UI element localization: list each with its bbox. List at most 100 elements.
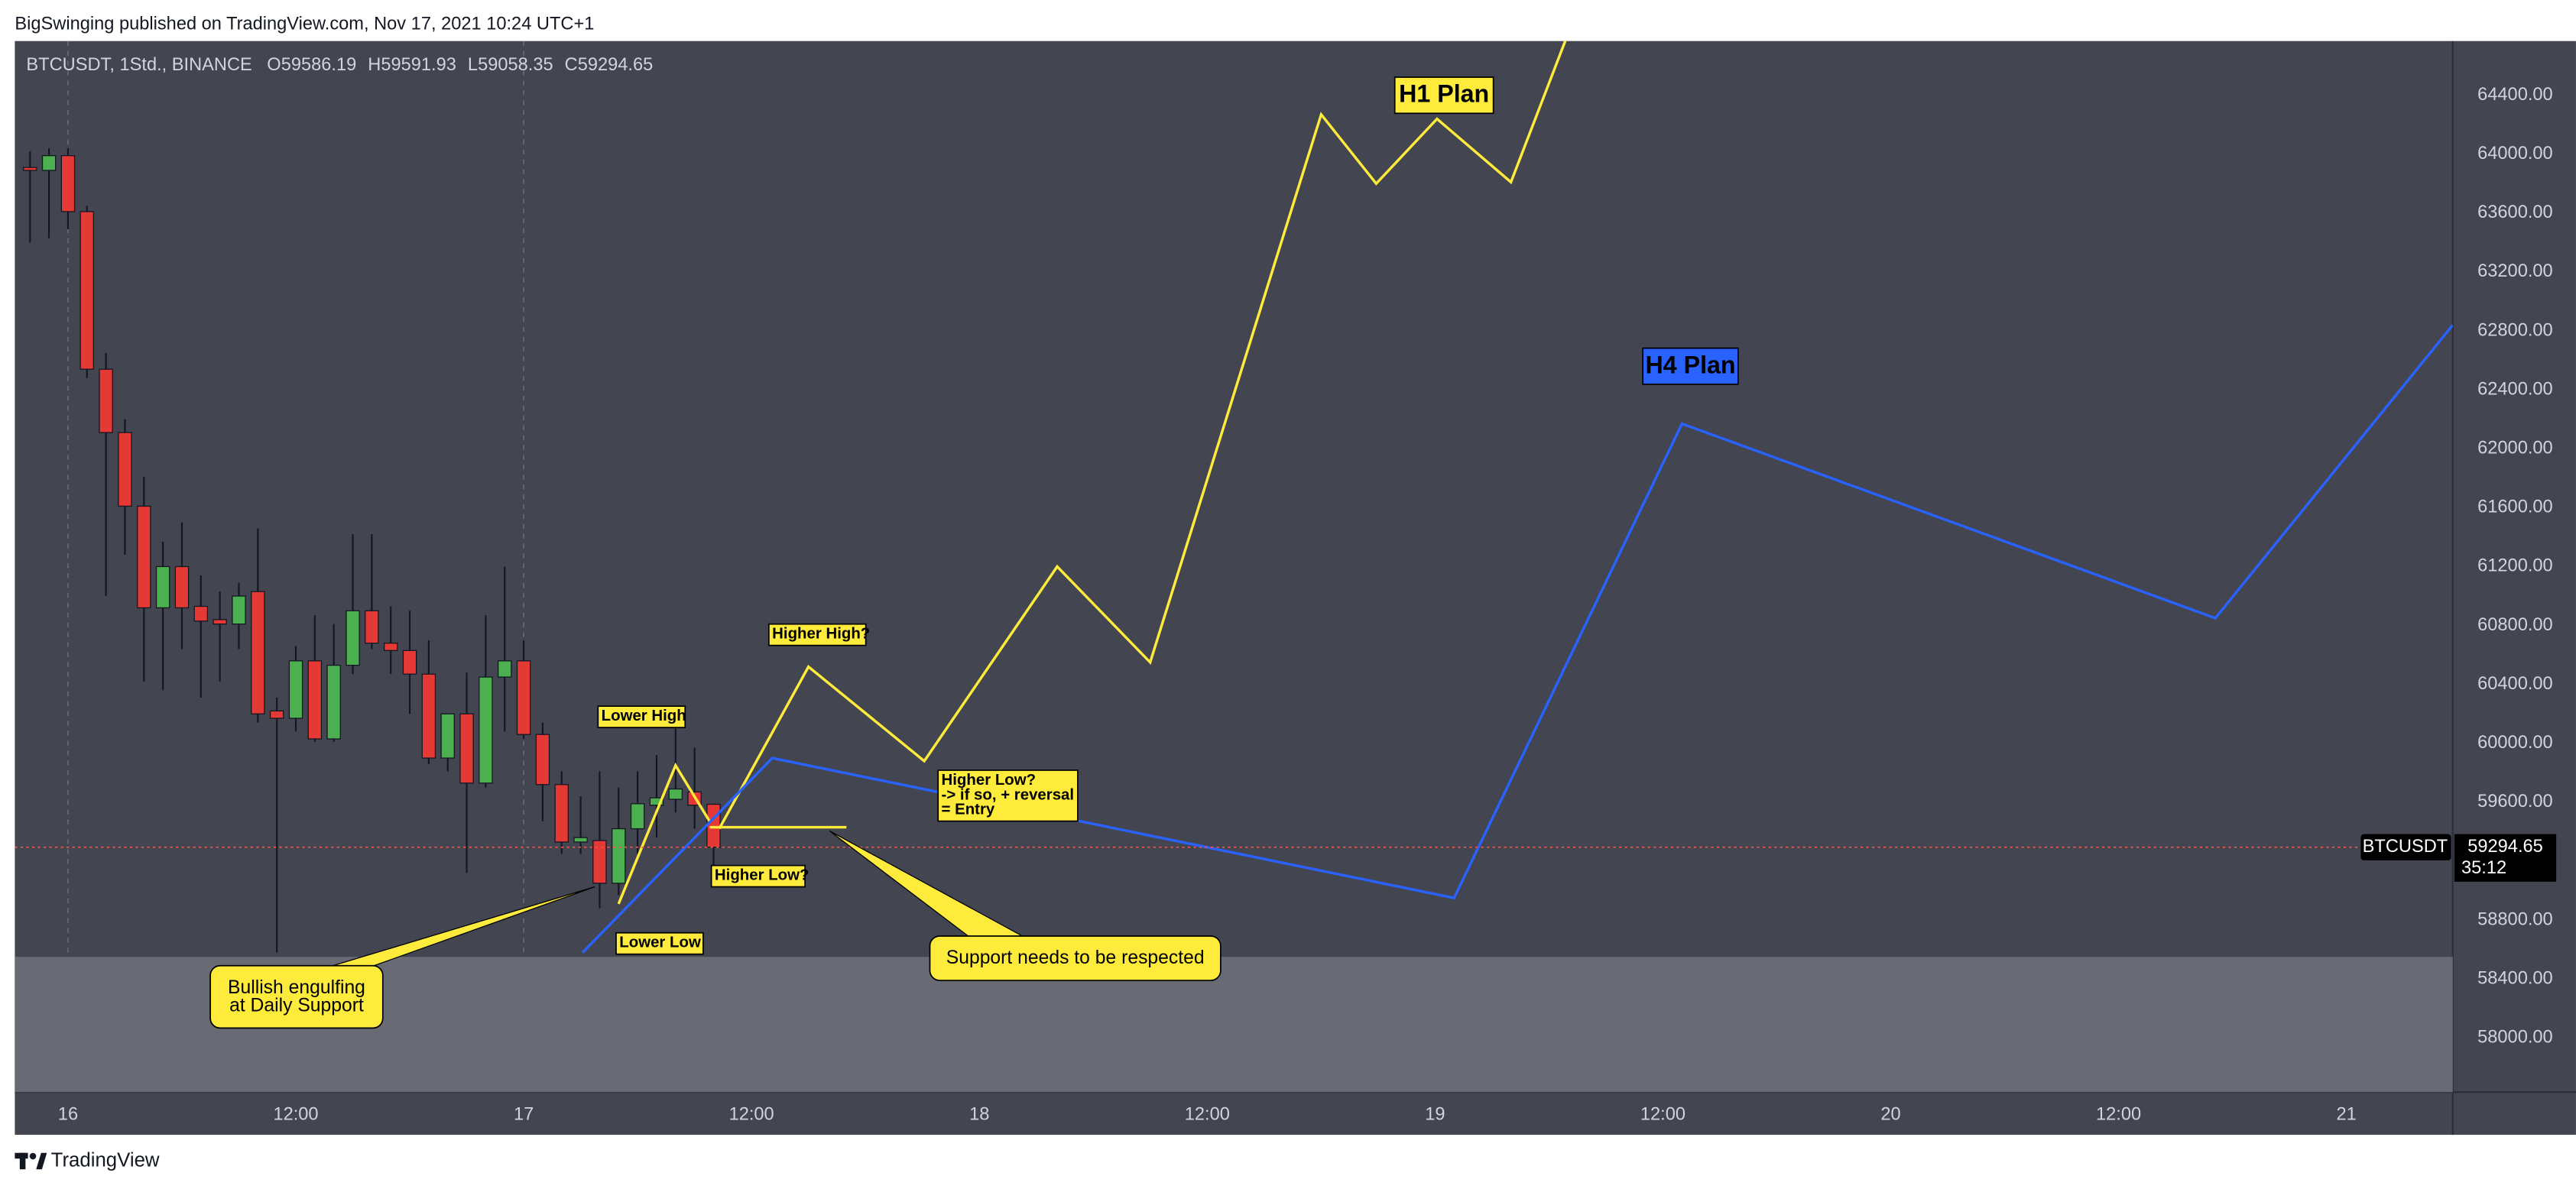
footer-brand: TradingView [51,1149,160,1171]
y-tick-label: 58800.00 [2477,909,2553,929]
candle-body [649,797,664,806]
ohlc-prefix: O [267,55,281,75]
annotation: Lower High [602,708,686,725]
plan-line [581,324,2453,954]
candle-body [155,565,170,609]
y-tick-label: 62400.00 [2477,379,2553,399]
annotation: Higher High? [772,626,870,643]
candle-body [99,368,113,433]
annotation-line: Higher High? [772,626,870,643]
candle-body [232,595,246,625]
separator-layer [67,40,524,1093]
candle-body [23,167,37,171]
y-tick-label: 62800.00 [2477,320,2553,340]
candle-body [592,840,607,884]
candle-body [706,803,721,848]
candle-body [41,155,57,171]
y-tick-label: 63600.00 [2477,202,2553,222]
annotation-line: Higher Low? [715,867,809,884]
drawing-layer [15,40,2453,954]
y-tick-label: 64000.00 [2477,144,2553,164]
candle-body [516,660,531,735]
candle-body [402,650,417,675]
annotation: Bullish engulfing at Daily Support [228,977,365,1015]
annotation: Higher Low? [715,867,809,884]
annotation: Higher Low? -> if so, + reversal = Entry [942,772,1075,818]
candle-body [612,828,626,884]
candle-body [365,610,379,644]
annotation-box [929,935,1221,981]
x-tick-label: 12:00 [2096,1105,2141,1125]
ohlc-legend: O59586.19 H59591.93 L59058.35 C59294.65 [267,55,653,75]
zone-layer [15,957,2453,1093]
x-tick-label: 12:00 [1640,1105,1685,1125]
candle-body [573,837,588,843]
symbol-tag-box [2360,834,2451,860]
annotation-box [1393,76,1494,115]
annotation: Support needs to be respected [946,948,1205,968]
publisher-header: BigSwinging published on TradingView.com… [15,14,594,34]
annotation: H1 Plan [1399,79,1489,107]
plan-line [617,762,711,905]
plan-line [718,40,1567,830]
candle-body [251,591,265,714]
axis-layer: 58000.0058400.0058800.0059200.0059600.00… [58,85,2557,1125]
x-tick-label: 17 [514,1105,534,1125]
x-tick-label: 12:00 [729,1105,774,1125]
candle-body [440,713,455,759]
annotation-box [209,964,384,1029]
annotation-box [1642,347,1739,385]
y-tick-label: 61600.00 [2477,497,2553,517]
x-tick-label: 12:00 [273,1105,318,1125]
candle-body [630,803,645,830]
candle-body [479,676,493,784]
y-tick-label: 62000.00 [2477,439,2553,458]
annotation-line: Bullish engulfing [228,977,365,997]
candle-body [554,784,569,843]
ohlc-value: 59294.65 [578,55,654,75]
y-tick-label: 63200.00 [2477,261,2553,281]
annotation-line: Support needs to be respected [946,948,1205,968]
price-tag: 59294.65 [2467,837,2543,857]
x-tick-label: 16 [58,1105,78,1125]
candle-body [174,565,190,609]
candle-body [346,610,360,666]
ohlc-value: 59058.35 [478,55,553,75]
annotation-line: Higher Low? [942,772,1037,789]
annotation-layer: H1 Plan H4 Plan Lower High Higher High? High… [209,76,1739,1029]
x-tick-label: 20 [1880,1105,1900,1125]
candle-body [60,155,76,212]
candle-body [269,710,284,719]
candle-body [288,660,303,719]
y-tick-label: 60400.00 [2477,674,2553,694]
annotation-line: Lower Low [619,935,701,951]
candle-body [383,643,398,651]
candle-body [668,788,683,800]
candle-body [459,713,474,784]
logo-part [36,1152,47,1170]
symbol: BTCUSDT, 1Std., BINANCE [26,55,251,75]
candle-body [421,673,436,759]
annotation-box [615,931,704,955]
symbol-tag: BTCUSDT [2363,837,2448,857]
ohlc-value: 59591.93 [381,55,456,75]
candle-body [193,605,209,622]
annotation-line: -> if so, + reversal [942,787,1075,804]
candle-body [326,664,341,740]
ohlc-prefix: L [468,55,478,75]
annotation: Lower Low [619,935,701,951]
ohlc-prefix: H [368,55,381,75]
x-tick-label: 18 [969,1105,989,1125]
annotation-line: H4 Plan [1645,351,1735,378]
x-tick-label: 19 [1425,1105,1445,1125]
x-tick-label: 12:00 [1185,1105,1230,1125]
annotation-line: at Daily Support [229,995,364,1016]
y-tick-label: 58000.00 [2477,1028,2553,1048]
logo-part [29,1152,37,1160]
candle-body [498,660,512,678]
annotation-box [768,623,867,646]
logo-part [19,1152,26,1170]
support-zone [15,957,2453,1093]
annotation-line: = Entry [942,802,995,818]
